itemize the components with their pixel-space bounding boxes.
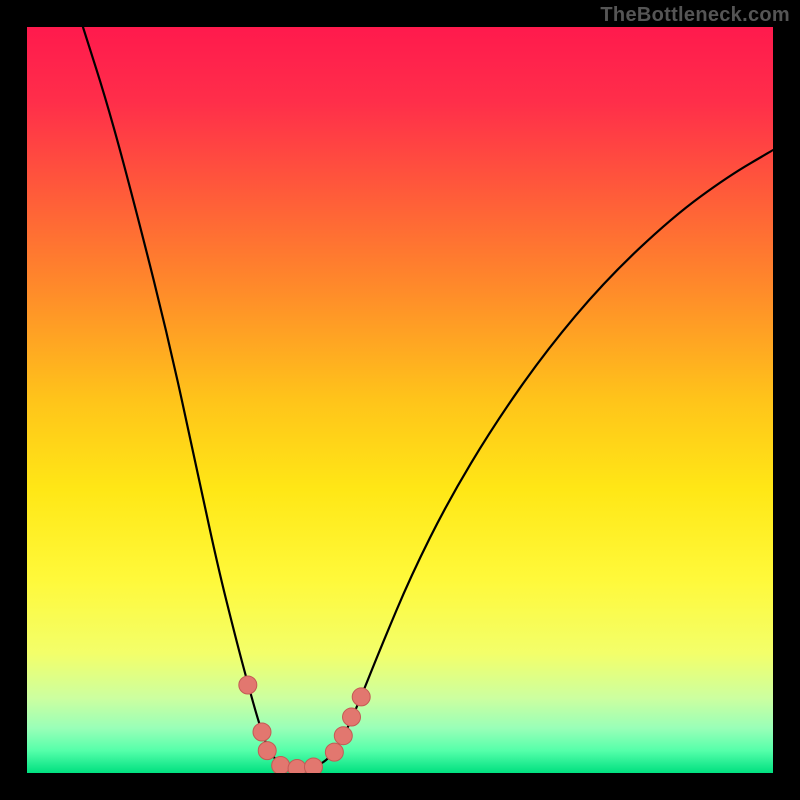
data-dot [253,723,271,741]
data-dot [288,760,306,773]
data-dot [352,688,370,706]
data-dot [334,727,352,745]
watermark-text: TheBottleneck.com [600,4,790,27]
bottleneck-chart [27,27,773,773]
data-dot [239,676,257,694]
data-dot [258,742,276,760]
data-dot [325,743,343,761]
data-dot [272,757,290,773]
gradient-background [27,27,773,773]
data-dot [343,708,361,726]
data-dot [304,758,322,773]
figure-container: TheBottleneck.com [0,0,800,800]
plot-area [27,27,773,773]
